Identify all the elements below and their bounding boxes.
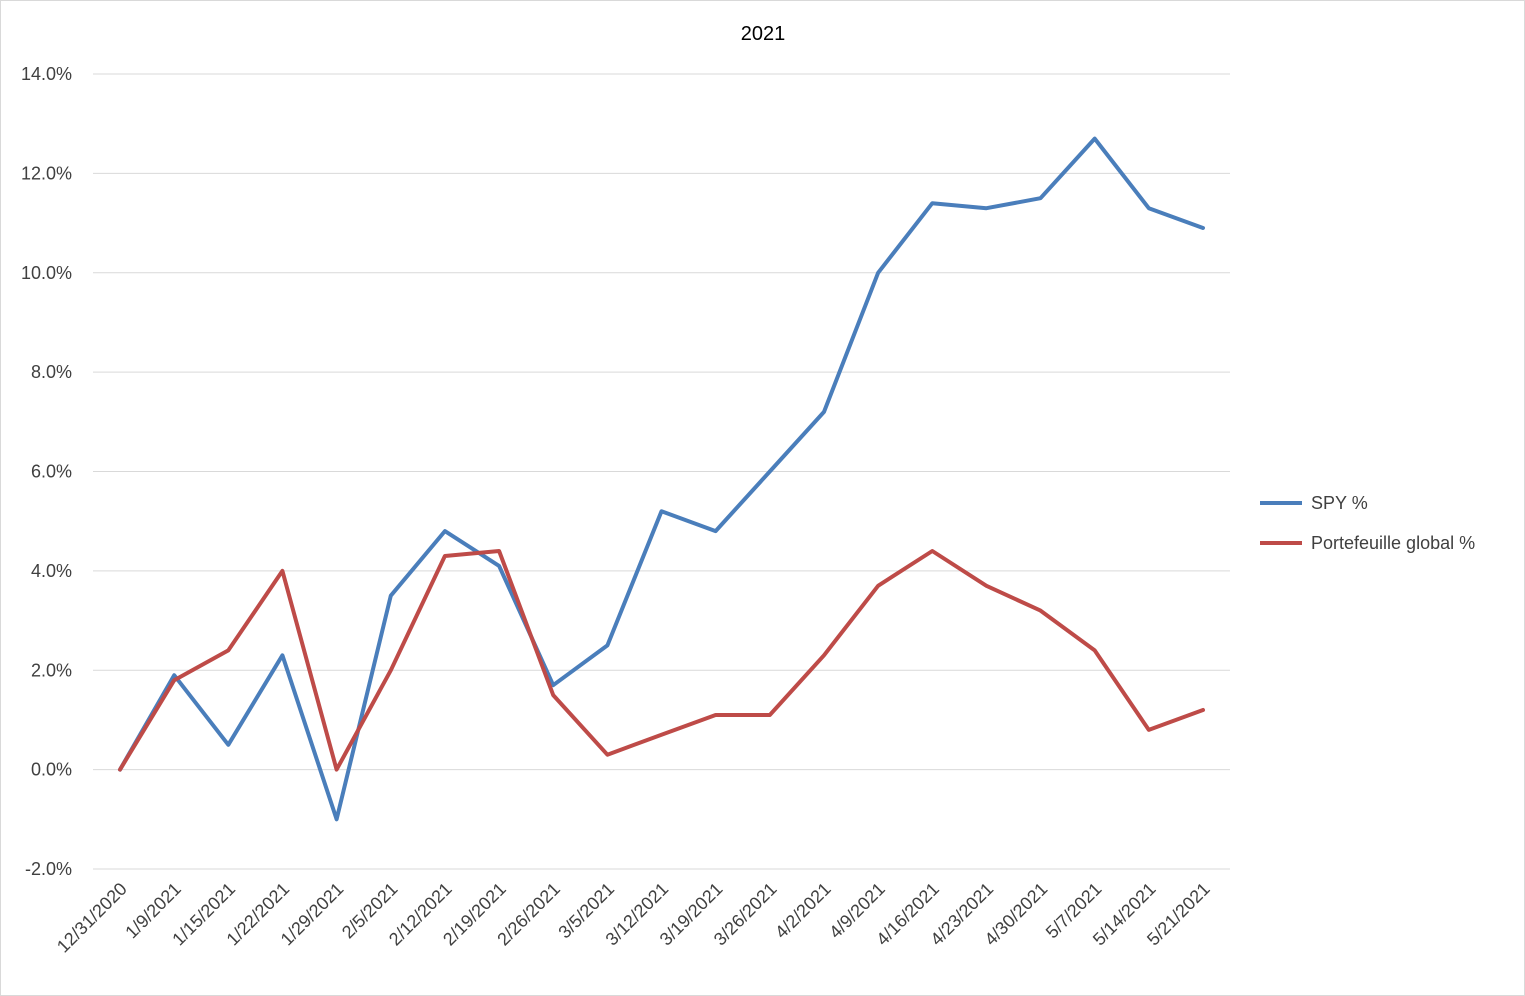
y-tick-label: 2.0% bbox=[31, 660, 72, 680]
legend: SPY % Portefeuille global % bbox=[1260, 493, 1475, 553]
legend-label: SPY % bbox=[1311, 493, 1368, 513]
series-line-1 bbox=[118, 549, 1205, 772]
y-tick-label: 12.0% bbox=[21, 163, 72, 183]
y-tick-label: 6.0% bbox=[31, 462, 72, 482]
chart-title: 2021 bbox=[741, 23, 786, 45]
legend-label: Portefeuille global % bbox=[1311, 533, 1475, 553]
series-line-0 bbox=[118, 136, 1205, 822]
y-tick-label: 4.0% bbox=[31, 561, 72, 581]
x-axis-ticks: 12/31/20201/9/20211/15/20211/22/20211/29… bbox=[53, 879, 1214, 957]
x-tick-label: 4/2/2021 bbox=[771, 879, 835, 943]
y-tick-label: 8.0% bbox=[31, 362, 72, 382]
y-tick-label: 10.0% bbox=[21, 263, 72, 283]
series-lines bbox=[118, 136, 1205, 822]
y-axis-ticks: -2.0% 0.0% 2.0% 4.0% 6.0% 8.0% 10.0% 12.0% 14.0% bbox=[21, 64, 72, 879]
y-tick-label: 14.0% bbox=[21, 64, 72, 84]
y-tick-label: 0.0% bbox=[31, 760, 72, 780]
x-tick-label: 12/31/2020 bbox=[53, 879, 131, 957]
gridlines bbox=[93, 73, 1230, 870]
y-tick-label: -2.0% bbox=[25, 859, 72, 879]
